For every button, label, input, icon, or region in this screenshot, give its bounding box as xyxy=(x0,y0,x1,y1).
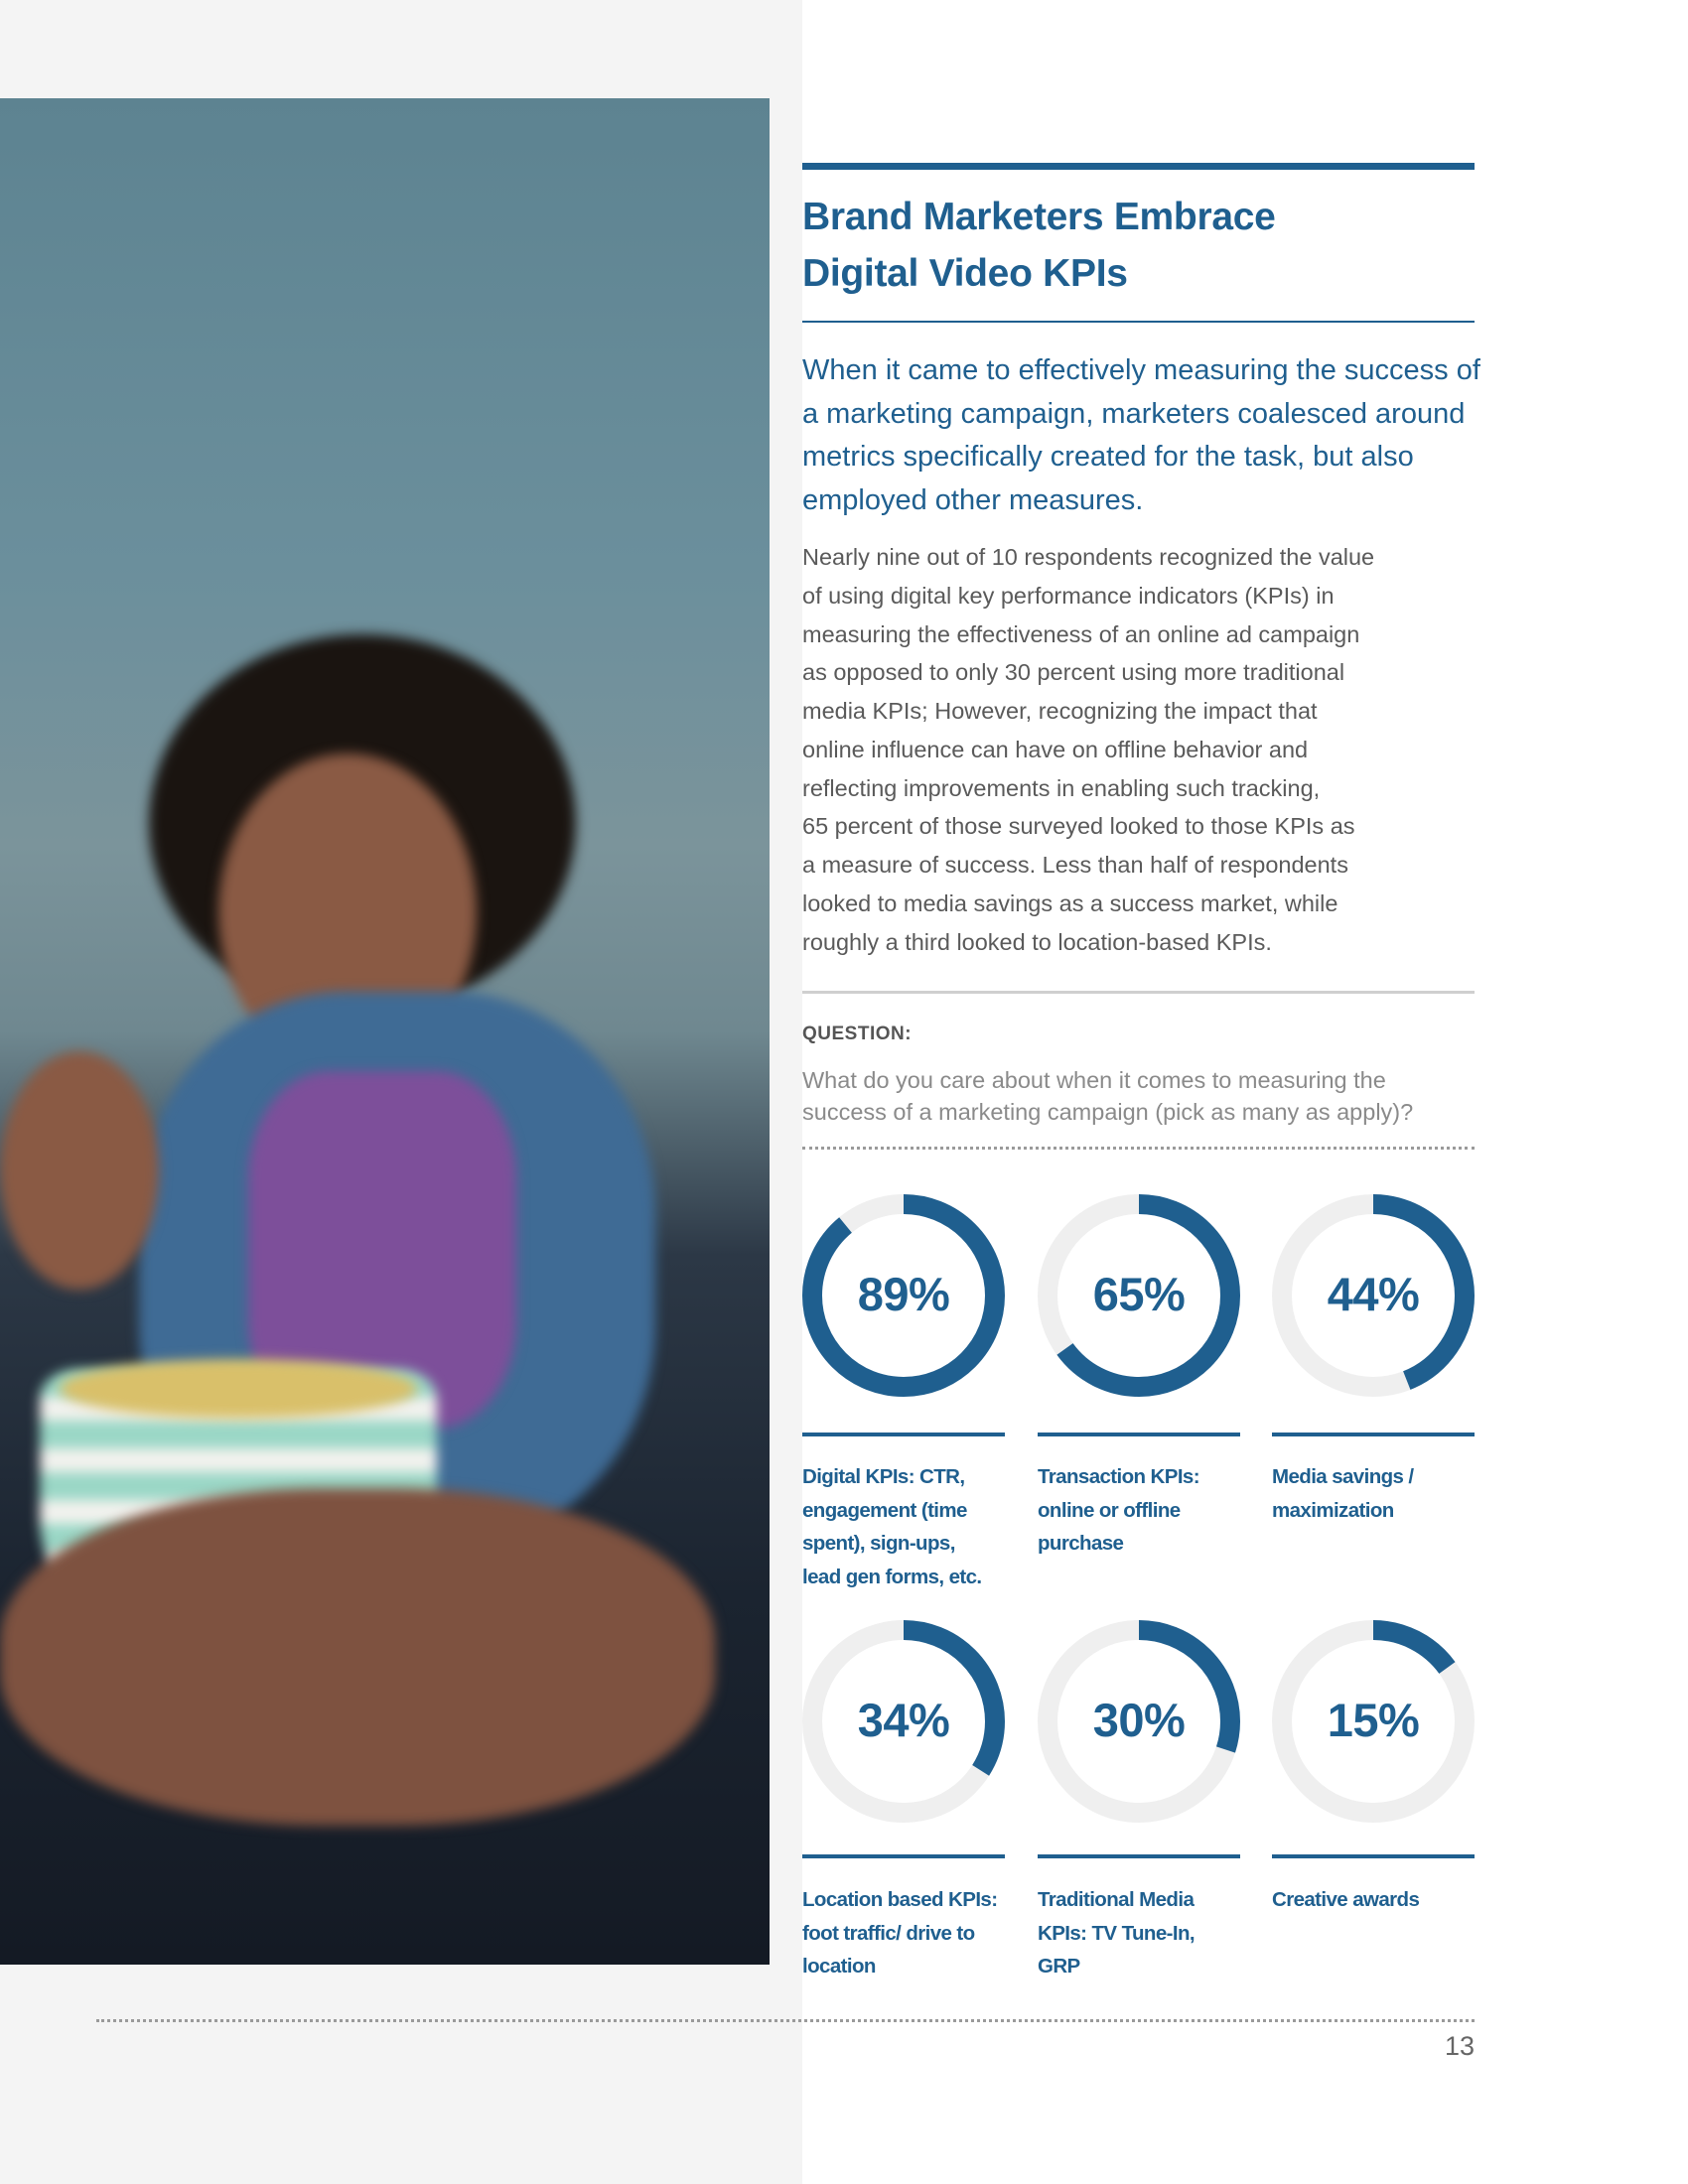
item-label: Digital KPIs: CTR, engagement (time spent)… xyxy=(802,1460,1011,1593)
item-label-line: spent), sign-ups, xyxy=(802,1532,955,1555)
section-divider xyxy=(802,991,1475,994)
percent-value: 34% xyxy=(857,1694,950,1746)
question-text: What do you care about when it comes to … xyxy=(802,1064,1497,1128)
item-label-line: Creative awards xyxy=(1272,1888,1420,1911)
body-line: of using digital key performance indicat… xyxy=(802,582,1335,609)
donut-value-arc xyxy=(1272,1194,1475,1397)
item-divider xyxy=(1038,1854,1240,1858)
page-number: 13 xyxy=(1444,2031,1475,2061)
donut-chart xyxy=(1272,1620,1475,1823)
item-label-line: location xyxy=(802,1955,876,1978)
item-divider xyxy=(1038,1433,1240,1436)
body-line: Nearly nine out of 10 respondents recogn… xyxy=(802,544,1375,570)
percent-value: 30% xyxy=(1092,1694,1186,1746)
percent-value: 15% xyxy=(1327,1694,1420,1746)
title-rule xyxy=(802,321,1475,323)
item-label: Media savings / maximization xyxy=(1272,1460,1480,1527)
page-title: Brand Marketers Embrace Digital Video KP… xyxy=(802,189,1475,302)
header-rule xyxy=(802,163,1475,170)
item-label-line: Traditional Media xyxy=(1038,1888,1195,1911)
item-label: Location based KPIs: foot traffic/ drive … xyxy=(802,1883,1011,1983)
title-line: Digital Video KPIs xyxy=(802,252,1128,295)
dotted-divider xyxy=(802,1147,1475,1150)
body-line: measuring the effectiveness of an online… xyxy=(802,620,1360,647)
body-line: looked to media savings as a success mar… xyxy=(802,889,1338,916)
lead-paragraph: When it came to effectively measuring th… xyxy=(802,354,1480,516)
body-line: online influence can have on offline beh… xyxy=(802,736,1309,762)
item-label-line: foot traffic/ drive to xyxy=(802,1921,975,1945)
donut-value-arc xyxy=(802,1620,1005,1823)
percent-value: 89% xyxy=(857,1268,950,1320)
item-label-line: KPIs: TV Tune-In, xyxy=(1038,1921,1196,1945)
question-line: What do you care about when it comes to … xyxy=(802,1067,1386,1093)
item-label-line: Transaction KPIs: xyxy=(1038,1465,1200,1488)
item-label-line: purchase xyxy=(1038,1532,1124,1555)
body-line: roughly a third looked to location-based… xyxy=(802,928,1272,955)
item-label-line: maximization xyxy=(1272,1498,1394,1522)
title-line: Brand Marketers Embrace xyxy=(802,196,1276,238)
body-line: a measure of success. Less than half of … xyxy=(802,852,1348,878)
donut-chart xyxy=(1272,1194,1475,1397)
percent-value: 65% xyxy=(1092,1268,1186,1320)
percent-value: 44% xyxy=(1327,1268,1420,1320)
donut-chart xyxy=(1038,1194,1240,1397)
question-label: QUESTION: xyxy=(802,1024,913,1044)
donut-value-arc xyxy=(1038,1194,1240,1397)
donut-value-arc xyxy=(1272,1620,1475,1823)
donut-value-arc xyxy=(802,1194,1005,1397)
donut-chart xyxy=(802,1194,1005,1397)
body-paragraph: Nearly nine out of 10 respondents recogn… xyxy=(802,538,1497,961)
item-divider xyxy=(1272,1854,1475,1858)
donut-value-arc xyxy=(1038,1620,1240,1823)
item-label-line: lead gen forms, etc. xyxy=(802,1565,982,1588)
donut-chart xyxy=(802,1620,1005,1823)
body-line: media KPIs; However, recognizing the imp… xyxy=(802,698,1318,724)
item-label-line: Location based KPIs: xyxy=(802,1888,998,1911)
item-label: Traditional Media KPIs: TV Tune-In, GRP xyxy=(1038,1883,1246,1983)
item-divider xyxy=(802,1433,1005,1436)
item-label: Transaction KPIs: online or offline purcha… xyxy=(1038,1460,1246,1561)
body-line: 65 percent of those surveyed looked to t… xyxy=(802,813,1355,840)
body-line: reflecting improvements in enabling such… xyxy=(802,774,1321,801)
item-label-line: engagement (time xyxy=(802,1498,967,1522)
footer-dotted-rule xyxy=(96,2019,1475,2022)
item-label-line: Media savings / xyxy=(1272,1465,1414,1488)
item-label-line: GRP xyxy=(1038,1955,1080,1978)
item-label-line: Digital KPIs: CTR, xyxy=(802,1465,965,1488)
item-divider xyxy=(802,1854,1005,1858)
body-line: as opposed to only 30 percent using more… xyxy=(802,659,1345,686)
donut-chart xyxy=(1038,1620,1240,1823)
photo-woman-watching-tv-with-popcorn xyxy=(0,98,770,1965)
item-label: Creative awards xyxy=(1272,1883,1480,1917)
question-line: success of a marketing campaign (pick as… xyxy=(802,1099,1414,1125)
item-divider xyxy=(1272,1433,1475,1436)
item-label-line: online or offline xyxy=(1038,1498,1181,1522)
